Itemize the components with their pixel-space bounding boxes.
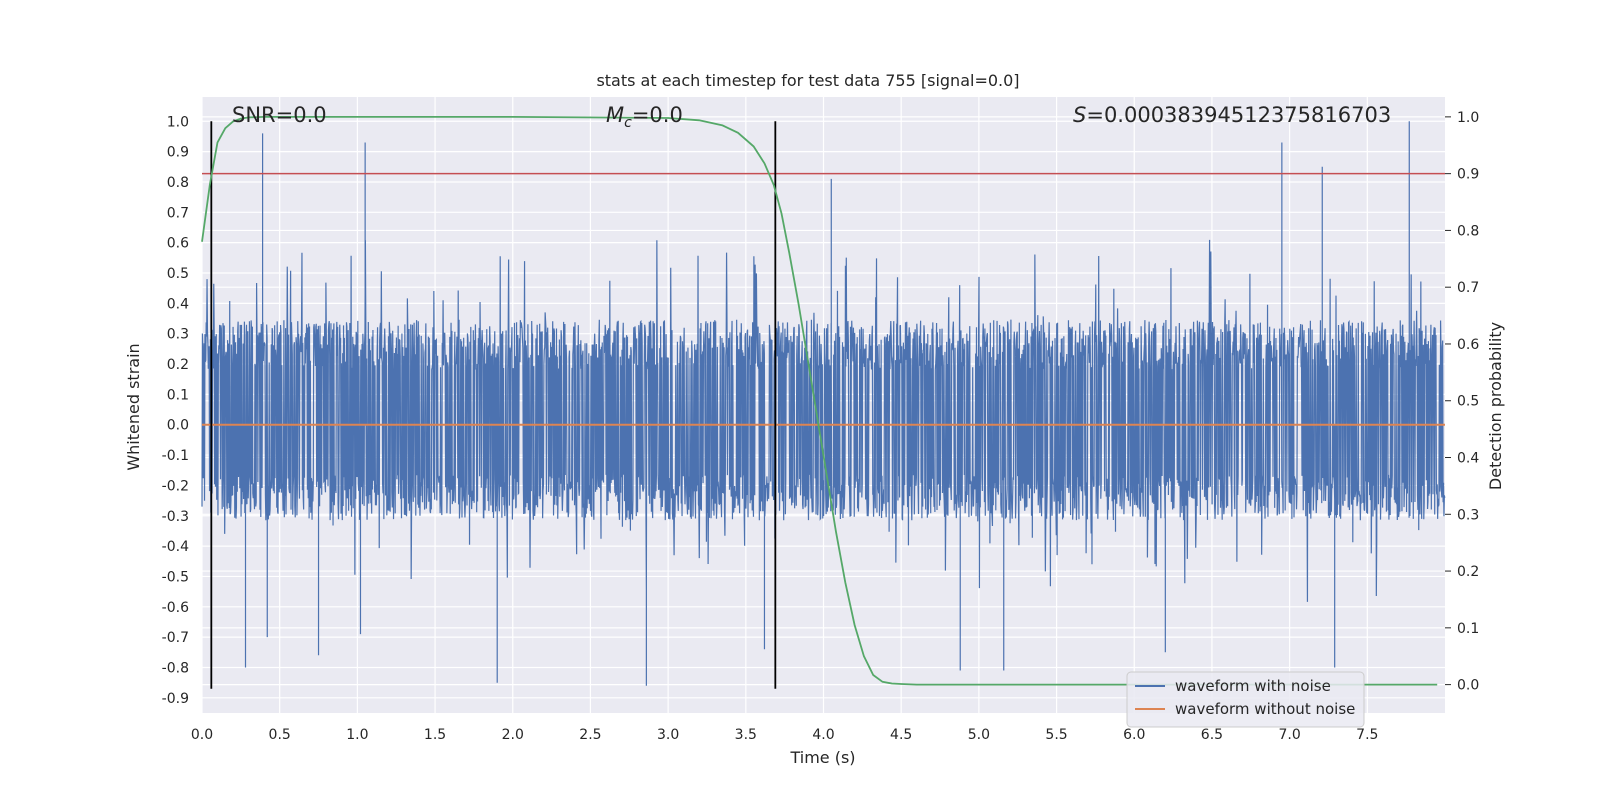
y-left-tick-label: -0.2 bbox=[162, 478, 189, 494]
y-left-tick-label: -0.5 bbox=[162, 569, 189, 585]
chirp-mass-symbol: M bbox=[606, 103, 624, 127]
y-right-tick-label: 0.4 bbox=[1457, 451, 1479, 467]
y-left-tick-label: -0.9 bbox=[162, 691, 189, 707]
chart-title: stats at each timestep for test data 755… bbox=[596, 71, 1019, 90]
x-axis-label: Time (s) bbox=[789, 748, 855, 767]
x-tick-label: 6.0 bbox=[1123, 727, 1145, 743]
y-left-tick-label: 0.9 bbox=[167, 145, 189, 161]
y-left-tick-label: 0.7 bbox=[167, 205, 189, 221]
y-right-axis-label: Detection probability bbox=[1486, 322, 1505, 490]
y-right-tick-label: 0.7 bbox=[1457, 280, 1479, 296]
x-tick-label: 6.5 bbox=[1201, 727, 1223, 743]
y-left-tick-label: -0.8 bbox=[162, 660, 189, 676]
series-waveform-with-noise bbox=[201, 121, 1446, 686]
s-value: =0.00038394512375816703 bbox=[1086, 103, 1391, 127]
y-left-tick-label: 0.6 bbox=[167, 236, 189, 252]
x-tick-label: 0.5 bbox=[269, 727, 291, 743]
x-tick-label: 7.5 bbox=[1356, 727, 1378, 743]
y-right-tick-label: 0.8 bbox=[1457, 223, 1479, 239]
y-left-tick-label: -0.7 bbox=[162, 630, 189, 646]
s-symbol: S bbox=[1073, 103, 1086, 127]
y-left-tick-label: 0.4 bbox=[167, 296, 189, 312]
y-left-tick-label: 0.1 bbox=[167, 387, 189, 403]
legend-label-noise: waveform with noise bbox=[1175, 677, 1331, 695]
legend: waveform with noise waveform without noi… bbox=[1126, 671, 1365, 728]
legend-box bbox=[1126, 671, 1365, 728]
y-right-tick-label: 0.9 bbox=[1457, 167, 1479, 183]
plot-series bbox=[201, 116, 1446, 689]
series-detection-probability bbox=[201, 116, 1438, 686]
annotation-snr: SNR=0.0 bbox=[232, 103, 327, 127]
y-right-tick-label: 0.5 bbox=[1457, 394, 1479, 410]
y-right-tick-label: 0.6 bbox=[1457, 337, 1479, 353]
x-tick-label: 3.5 bbox=[735, 727, 757, 743]
x-axis-ticks: 0.0 0.5 1.0 1.5 2.0 2.5 3.0 3.5 4.0 4.5 5.0 5.5 6.0 6… bbox=[191, 727, 1379, 743]
x-tick-label: 2.5 bbox=[579, 727, 601, 743]
y-left-tick-label: -0.3 bbox=[162, 509, 189, 525]
y-left-tick-label: 0.0 bbox=[167, 418, 189, 434]
y-left-axis-ticks: 1.0 0.9 0.8 0.7 0.6 0.5 0.4 0.3 0.2 0.1 0.0 -0.1 -0.… bbox=[162, 114, 189, 707]
y-right-tick-label: 1.0 bbox=[1457, 110, 1479, 126]
chirp-mass-subscript: c bbox=[624, 115, 632, 131]
x-tick-label: 0.0 bbox=[191, 727, 213, 743]
y-left-tick-label: 0.8 bbox=[167, 175, 189, 191]
x-tick-label: 7.0 bbox=[1278, 727, 1300, 743]
y-right-tick-label: 0.1 bbox=[1457, 621, 1479, 637]
annotation-s-statistic: S=0.00038394512375816703 bbox=[1073, 103, 1391, 127]
y-right-tick-label: 0.2 bbox=[1457, 564, 1479, 580]
x-tick-label: 5.5 bbox=[1045, 727, 1067, 743]
y-right-tick-label: 0.0 bbox=[1457, 678, 1479, 694]
y-left-tick-label: -0.4 bbox=[162, 539, 189, 555]
x-tick-label: 3.0 bbox=[657, 727, 679, 743]
y-left-tick-label: 1.0 bbox=[167, 114, 189, 130]
y-left-tick-label: 0.2 bbox=[167, 357, 189, 373]
x-tick-label: 2.0 bbox=[502, 727, 524, 743]
y-left-tick-label: 0.5 bbox=[167, 266, 189, 282]
x-tick-label: 5.0 bbox=[968, 727, 990, 743]
x-tick-label: 4.0 bbox=[812, 727, 834, 743]
y-left-tick-label: 0.3 bbox=[167, 327, 189, 343]
y-left-tick-label: -0.1 bbox=[162, 448, 189, 464]
x-tick-label: 1.5 bbox=[424, 727, 446, 743]
annotation-chirp-mass: Mc=0.0 bbox=[606, 103, 683, 131]
x-tick-label: 1.0 bbox=[346, 727, 368, 743]
x-tick-label: 4.5 bbox=[890, 727, 912, 743]
chirp-mass-value: =0.0 bbox=[632, 103, 683, 127]
y-left-tick-label: -0.6 bbox=[162, 600, 189, 616]
legend-label-clean: waveform without noise bbox=[1175, 700, 1355, 718]
y-left-axis-label: Whitened strain bbox=[124, 343, 143, 470]
y-right-tick-label: 0.3 bbox=[1457, 507, 1479, 523]
y-right-axis-ticks: 1.0 0.9 0.8 0.7 0.6 0.5 0.4 0.3 0.2 0.1 0.0 bbox=[1445, 110, 1479, 694]
